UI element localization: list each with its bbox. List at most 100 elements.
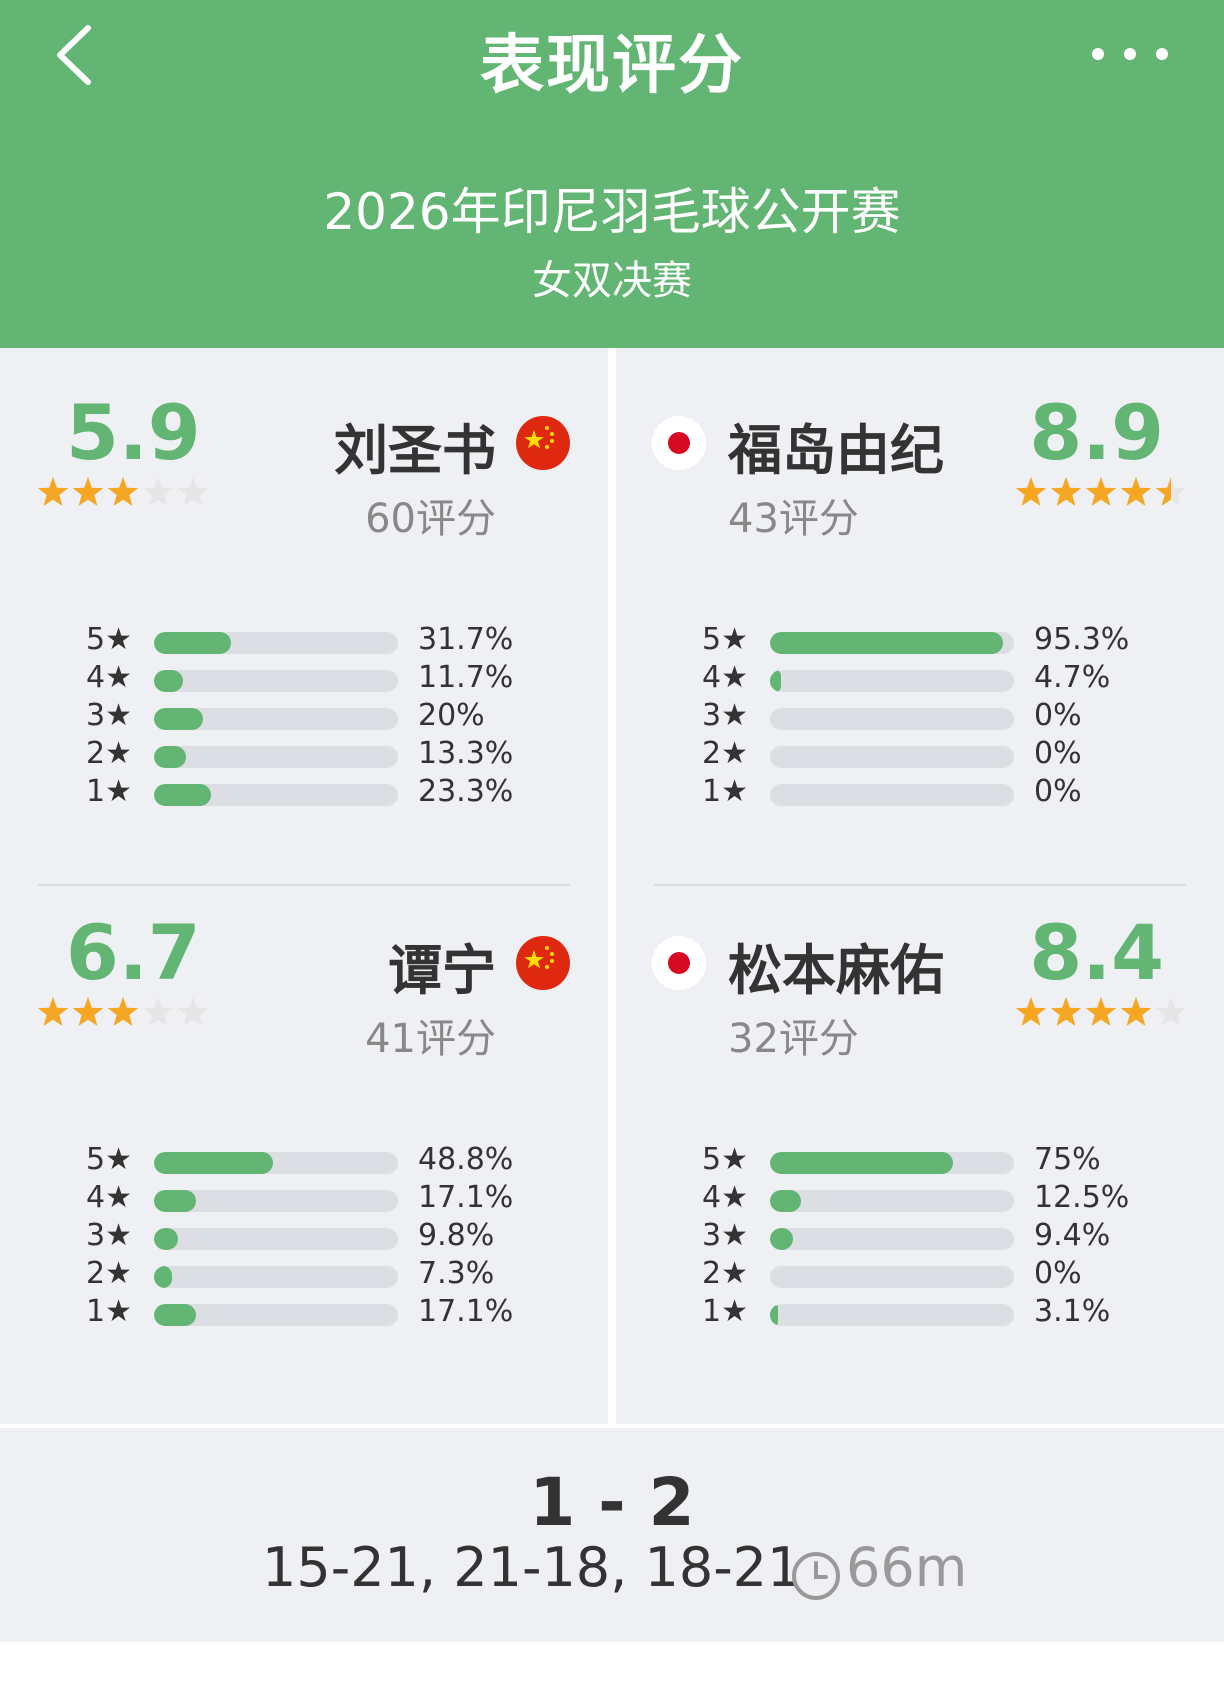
distribution-bar-track bbox=[770, 632, 1014, 654]
distribution-percent: 12.5% bbox=[1034, 1180, 1130, 1215]
distribution-label: 3★ bbox=[702, 698, 748, 733]
distribution-row: 4★ 17.1% bbox=[0, 1180, 608, 1218]
distribution-bar-fill bbox=[770, 1190, 801, 1212]
distribution-bar-fill bbox=[154, 1304, 196, 1326]
distribution-percent: 9.4% bbox=[1034, 1218, 1111, 1253]
player-score: 8.4 bbox=[1029, 908, 1164, 997]
distribution-percent: 3.1% bbox=[1034, 1294, 1111, 1329]
distribution-row: 1★ 0% bbox=[616, 774, 1224, 812]
distribution-bar-track bbox=[154, 1228, 398, 1250]
star-empty-icon bbox=[142, 997, 174, 1026]
distribution-bar-track bbox=[154, 1190, 398, 1212]
star-filled-icon bbox=[1050, 997, 1082, 1026]
distribution-label: 1★ bbox=[86, 1294, 132, 1329]
distribution-percent: 0% bbox=[1034, 736, 1082, 771]
distribution-percent: 17.1% bbox=[418, 1294, 514, 1329]
match-round: 女双决赛 bbox=[532, 258, 692, 304]
star-filled-icon bbox=[1085, 477, 1117, 506]
back-button[interactable] bbox=[48, 20, 108, 90]
distribution-bar-fill bbox=[154, 708, 203, 730]
star-empty-icon bbox=[142, 477, 174, 506]
distribution-bar-fill bbox=[770, 670, 782, 692]
star-filled-icon bbox=[1085, 997, 1117, 1026]
star-filled-icon bbox=[107, 477, 139, 506]
distribution-label: 2★ bbox=[702, 1256, 748, 1291]
distribution-label: 1★ bbox=[702, 774, 748, 809]
clock-icon bbox=[792, 1552, 840, 1600]
distribution-percent: 17.1% bbox=[418, 1180, 514, 1215]
distribution-bar-fill bbox=[154, 1266, 172, 1288]
distribution-label: 2★ bbox=[86, 736, 132, 771]
distribution-percent: 13.3% bbox=[418, 736, 514, 771]
rating-count: 43评分 bbox=[728, 496, 859, 542]
distribution-bar-fill bbox=[154, 670, 183, 692]
star-half-icon bbox=[1155, 477, 1171, 506]
distribution-bar-track bbox=[770, 670, 1014, 692]
distribution-bar-fill bbox=[770, 1228, 793, 1250]
distribution-bar-track bbox=[154, 1266, 398, 1288]
distribution-percent: 20% bbox=[418, 698, 485, 733]
star-rating bbox=[1015, 477, 1187, 506]
distribution-row: 3★ 20% bbox=[0, 698, 608, 736]
distribution-bar-track bbox=[770, 1304, 1014, 1326]
more-dots-icon bbox=[1092, 48, 1104, 60]
rating-count: 41评分 bbox=[365, 1016, 496, 1062]
distribution-row: 5★ 31.7% bbox=[0, 622, 608, 660]
distribution-row: 2★ 7.3% bbox=[0, 1256, 608, 1294]
distribution-bar-fill bbox=[154, 1228, 178, 1250]
distribution-bar-track bbox=[154, 632, 398, 654]
distribution-label: 2★ bbox=[702, 736, 748, 771]
distribution-percent: 4.7% bbox=[1034, 660, 1111, 695]
star-rating bbox=[37, 477, 209, 506]
match-result: 1 - 2 bbox=[529, 1464, 695, 1541]
divider bbox=[38, 884, 570, 886]
distribution-label: 1★ bbox=[86, 774, 132, 809]
player-score: 5.9 bbox=[66, 388, 201, 477]
star-rating bbox=[1015, 997, 1187, 1026]
distribution-bar-track bbox=[770, 708, 1014, 730]
star-filled-icon bbox=[72, 477, 104, 506]
distribution-percent: 11.7% bbox=[418, 660, 514, 695]
star-filled-icon bbox=[1120, 997, 1152, 1026]
distribution-percent: 23.3% bbox=[418, 774, 514, 809]
distribution-bar-track bbox=[770, 746, 1014, 768]
match-summary: 1 - 2 15-21, 21-18, 18-21 66m bbox=[0, 1428, 1224, 1642]
distribution-label: 4★ bbox=[702, 1180, 748, 1215]
distribution-percent: 0% bbox=[1034, 774, 1082, 809]
distribution-label: 5★ bbox=[86, 1142, 132, 1177]
distribution-bar-fill bbox=[154, 746, 187, 768]
distribution-bar-track bbox=[154, 784, 398, 806]
distribution-row: 5★ 75% bbox=[616, 1142, 1224, 1180]
distribution-bar-fill bbox=[770, 1152, 953, 1174]
distribution-row: 4★ 4.7% bbox=[616, 660, 1224, 698]
distribution-label: 3★ bbox=[86, 1218, 132, 1253]
star-filled-icon bbox=[1050, 477, 1082, 506]
distribution-bar-track bbox=[154, 1152, 398, 1174]
distribution-bar-track bbox=[770, 1152, 1014, 1174]
distribution-bar-track bbox=[154, 746, 398, 768]
distribution-percent: 95.3% bbox=[1034, 622, 1130, 657]
star-filled-icon bbox=[37, 997, 69, 1026]
player-score: 8.9 bbox=[1029, 388, 1164, 477]
star-empty-icon bbox=[177, 997, 209, 1026]
distribution-percent: 0% bbox=[1034, 698, 1082, 733]
more-button[interactable] bbox=[1086, 36, 1196, 72]
star-filled-icon bbox=[1120, 477, 1152, 506]
distribution-bar-track bbox=[770, 784, 1014, 806]
set-scores: 15-21, 21-18, 18-21 bbox=[262, 1536, 802, 1599]
distribution-bar-fill bbox=[154, 1152, 274, 1174]
distribution-label: 1★ bbox=[702, 1294, 748, 1329]
distribution-bar-track bbox=[154, 670, 398, 692]
rating-count: 60评分 bbox=[365, 496, 496, 542]
distribution-label: 5★ bbox=[702, 1142, 748, 1177]
distribution-percent: 9.8% bbox=[418, 1218, 495, 1253]
star-empty-icon bbox=[177, 477, 209, 506]
distribution-row: 4★ 12.5% bbox=[616, 1180, 1224, 1218]
distribution-bar-track bbox=[770, 1190, 1014, 1212]
page-title: 表现评分 bbox=[480, 29, 744, 103]
distribution-label: 4★ bbox=[86, 660, 132, 695]
tournament-name: 2026年印尼羽毛球公开赛 bbox=[323, 183, 901, 241]
player-name: 福岛由纪 bbox=[728, 419, 944, 482]
distribution-bar-fill bbox=[154, 1190, 196, 1212]
distribution-bar-fill bbox=[154, 784, 211, 806]
